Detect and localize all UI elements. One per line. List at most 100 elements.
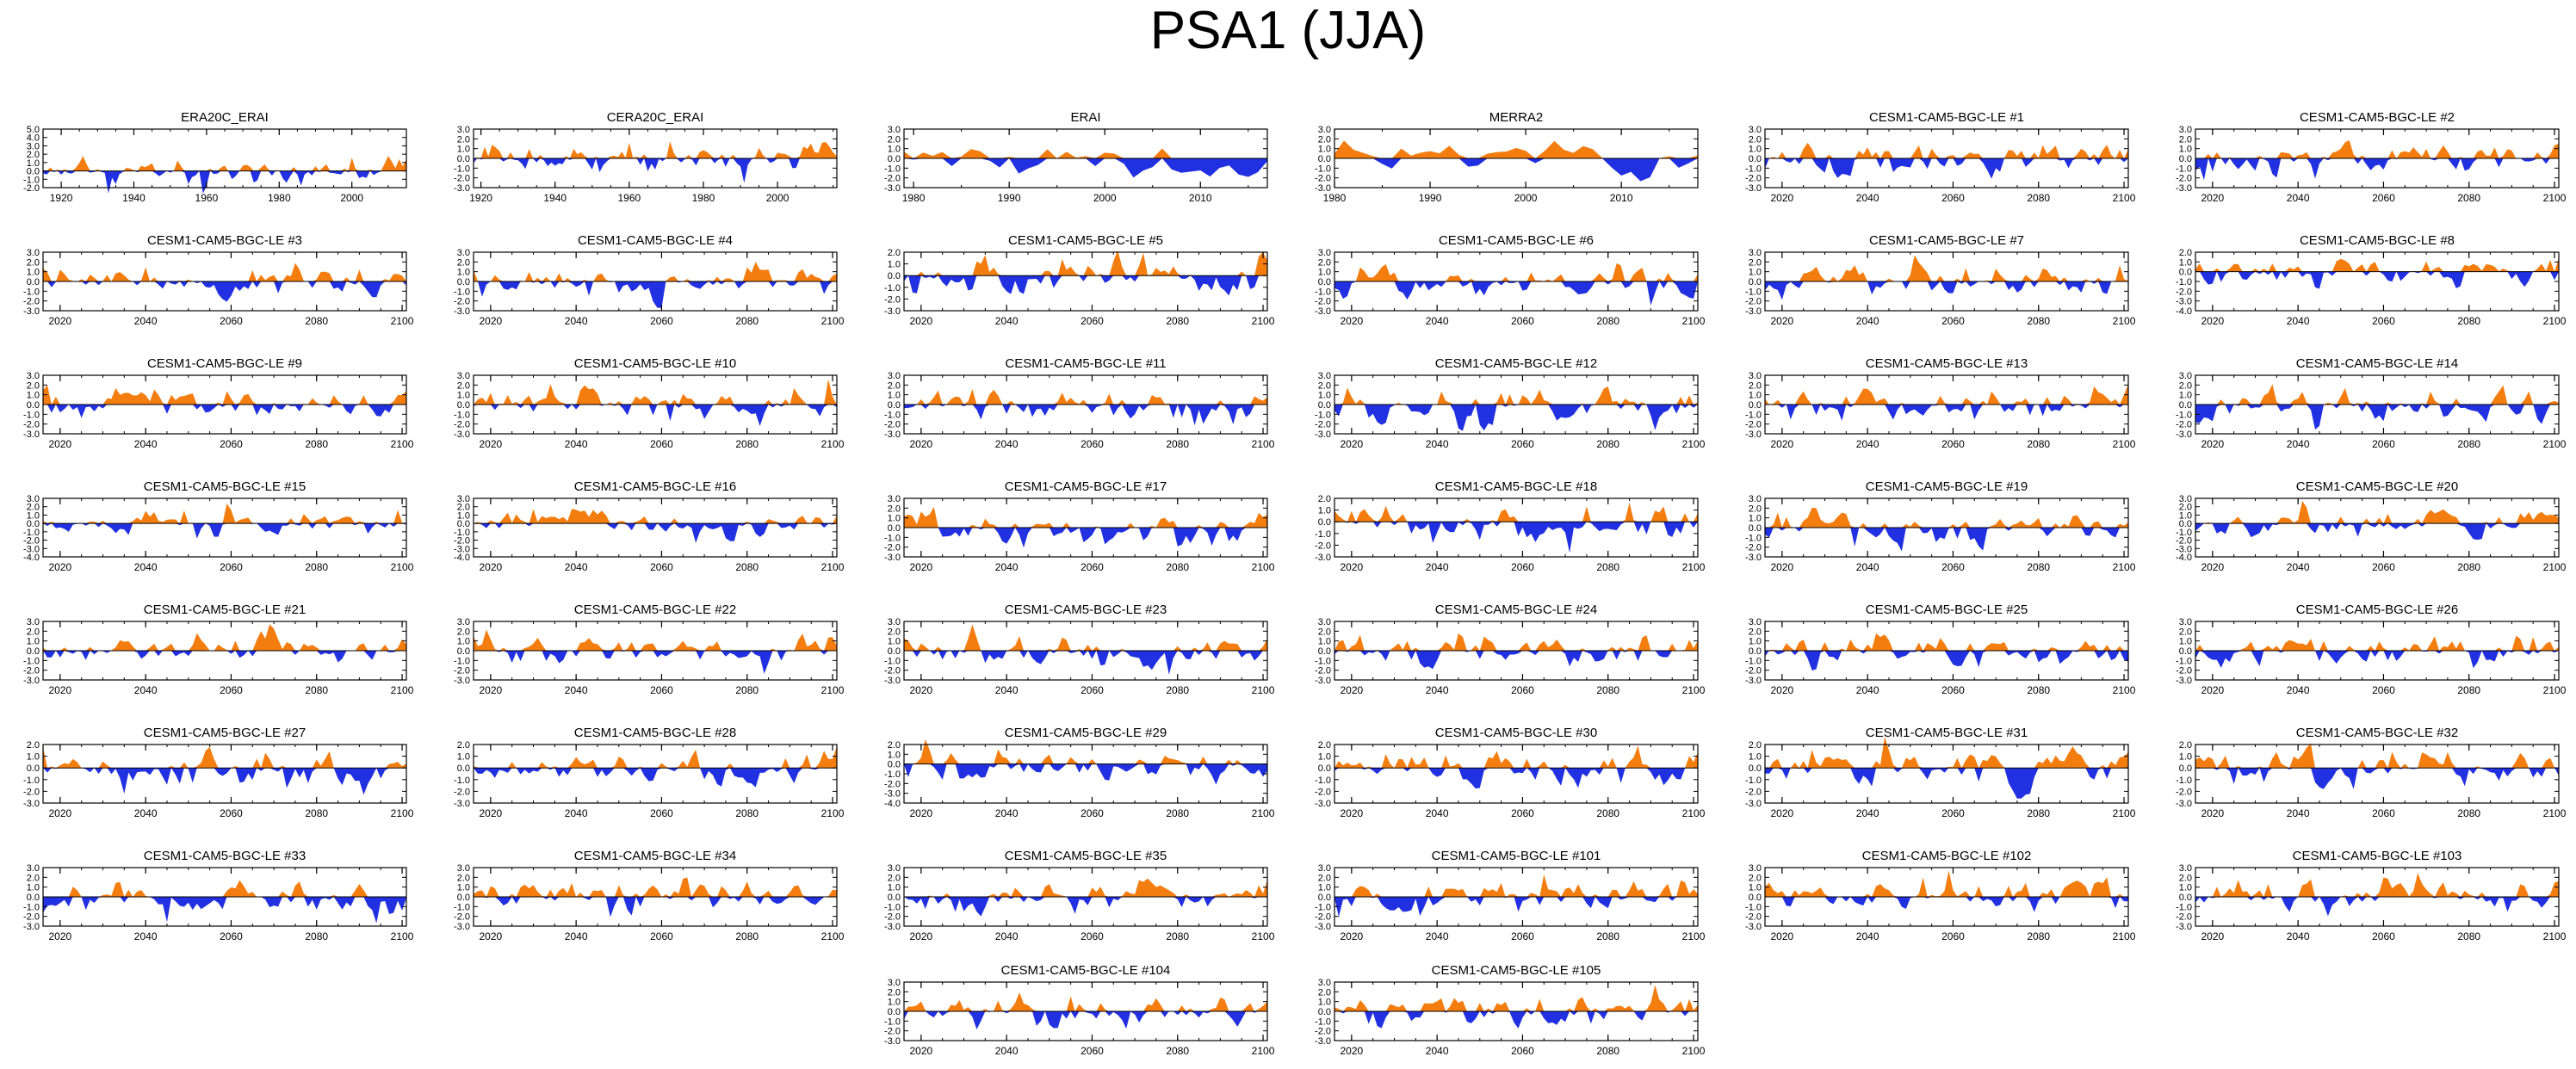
xtick-label: 2040: [134, 438, 158, 450]
positive-area: [1765, 870, 2128, 897]
negative-area: [904, 275, 1267, 296]
panel-41: CESM1-CAM5-BGC-LE #102 3.02.01.00.0-1.0-2…: [1745, 849, 2136, 942]
xtick-label: 2100: [2113, 561, 2136, 573]
xtick-label: 2020: [910, 315, 933, 327]
xtick-label: 2100: [1682, 1045, 1706, 1057]
ytick-label: 0.0: [27, 646, 40, 657]
xtick-label: 1980: [692, 192, 715, 204]
panel-29: CESM1-CAM5-BGC-LE #25 3.02.01.00.0-1.0-2.…: [1745, 602, 2136, 696]
plot-frame: [473, 744, 838, 804]
ytick-label: 0.0: [888, 1007, 901, 1017]
xtick-label: 1990: [998, 192, 1021, 204]
xtick-label: 2100: [2113, 315, 2136, 327]
ytick-label: 2.0: [27, 257, 40, 268]
panel-10: CESM1-CAM5-BGC-LE #6 3.02.01.00.0-1.0-2.0…: [1315, 233, 1706, 327]
ytick-label: 2.0: [457, 257, 470, 268]
panel-26: CESM1-CAM5-BGC-LE #22 3.02.01.00.0-1.0-2.…: [454, 602, 845, 696]
ytick-label: -4.0: [454, 553, 470, 563]
panel-1: ERA20C_ERAI 5.04.03.02.01.00.0-1.0-2.0 192…: [23, 110, 407, 204]
xtick-label: 2100: [391, 315, 414, 327]
xtick-label: 2020: [480, 561, 503, 573]
xtick-label: 2020: [1341, 807, 1364, 819]
positive-area: [904, 506, 1267, 528]
ytick-label: 3.0: [1318, 125, 1331, 135]
xtick-label: 2040: [1426, 684, 1449, 696]
xtick-label: 2040: [1426, 807, 1449, 819]
panel-title: CESM1-CAM5-BGC-LE #22: [574, 602, 736, 617]
xtick-label: 2060: [2372, 315, 2395, 327]
negative-area: [474, 897, 837, 918]
ytick-label: 0.0: [1318, 763, 1331, 774]
panel-13: CESM1-CAM5-BGC-LE #9 3.02.01.00.0-1.0-2.0…: [23, 356, 414, 450]
panel-38: CESM1-CAM5-BGC-LE #34 3.02.01.00.0-1.0-2.…: [454, 849, 845, 942]
panel-title: ERAI: [1070, 110, 1100, 125]
ytick-label: 1.0: [2179, 510, 2192, 521]
ytick-label: 2.0: [2179, 134, 2192, 145]
ytick-label: 0.0: [888, 760, 901, 770]
negative-area: [43, 768, 406, 795]
plot-frame: [42, 744, 407, 804]
positive-area: [1765, 255, 2128, 281]
xtick-label: 2100: [1252, 438, 1275, 450]
xtick-label: 2040: [995, 930, 1019, 942]
ytick-label: -1.0: [454, 775, 470, 786]
ytick-label: -1.0: [2176, 277, 2192, 287]
ytick-label: -1.0: [23, 902, 40, 912]
negative-area: [1334, 651, 1698, 670]
xtick-label: 2060: [220, 315, 243, 327]
ytick-label: -1.0: [884, 902, 901, 912]
xtick-label: 2080: [305, 807, 328, 819]
negative-area: [474, 158, 837, 183]
ytick-label: 5.0: [27, 125, 40, 135]
ytick-label: 0.0: [27, 167, 40, 177]
xtick-label: 2080: [2027, 807, 2050, 819]
ytick-label: 1.0: [1318, 268, 1331, 278]
ytick-label: 2.0: [457, 380, 470, 391]
xtick-label: 2040: [134, 807, 158, 819]
xtick-label: 2080: [735, 684, 759, 696]
ytick-label: 0.0: [888, 271, 901, 281]
ytick-label: -2.0: [454, 174, 470, 184]
ytick-label: -1.0: [454, 164, 470, 174]
xtick-label: 2020: [910, 561, 933, 573]
xtick-label: 2040: [2287, 315, 2310, 327]
ytick-label: 3.0: [457, 617, 470, 627]
plot-frame: [2195, 251, 2560, 312]
ytick-label: 0.0: [2179, 268, 2192, 278]
ytick-label: 0.0: [1749, 154, 1762, 164]
ytick-label: -2.0: [1315, 174, 1331, 184]
ytick-label: 2.0: [1318, 627, 1331, 637]
ytick-label: -2.0: [1745, 787, 1762, 797]
xtick-label: 2020: [1771, 561, 1794, 573]
positive-area: [43, 746, 406, 769]
xtick-label: 1980: [1323, 192, 1347, 204]
xtick-label: 2100: [2543, 561, 2567, 573]
xtick-label: 2100: [2113, 930, 2136, 942]
xtick-label: 2020: [1771, 684, 1794, 696]
xtick-label: 2040: [565, 807, 588, 819]
ytick-label: -2.0: [884, 912, 901, 923]
ytick-label: 1.0: [2179, 257, 2192, 268]
ytick-label: -4.0: [2176, 306, 2192, 317]
ytick-label: -3.0: [2176, 799, 2192, 809]
xtick-label: 2080: [735, 315, 759, 327]
panel-title: CESM1-CAM5-BGC-LE #6: [1439, 233, 1594, 248]
positive-area: [43, 156, 406, 171]
positive-area: [474, 629, 837, 651]
panel-20: CESM1-CAM5-BGC-LE #16 3.02.01.00.0-1.0-2.…: [454, 479, 845, 573]
panel-title: CESM1-CAM5-BGC-LE #23: [1005, 602, 1167, 617]
ytick-label: 2.0: [27, 380, 40, 391]
ytick-label: 1.0: [888, 883, 901, 893]
ytick-label: 1.0: [1318, 883, 1331, 893]
xtick-label: 2060: [650, 807, 673, 819]
panel-14: CESM1-CAM5-BGC-LE #10 3.02.01.00.0-1.0-2.…: [454, 356, 845, 450]
xtick-label: 2100: [391, 684, 414, 696]
positive-area: [2195, 257, 2559, 272]
ytick-label: -2.0: [1745, 174, 1762, 184]
xtick-label: 2060: [1511, 684, 1534, 696]
ytick-label: -2.0: [23, 420, 40, 430]
xtick-label: 2040: [995, 315, 1019, 327]
ytick-label: -2.0: [1745, 420, 1762, 430]
plot-frame: [1334, 744, 1699, 804]
